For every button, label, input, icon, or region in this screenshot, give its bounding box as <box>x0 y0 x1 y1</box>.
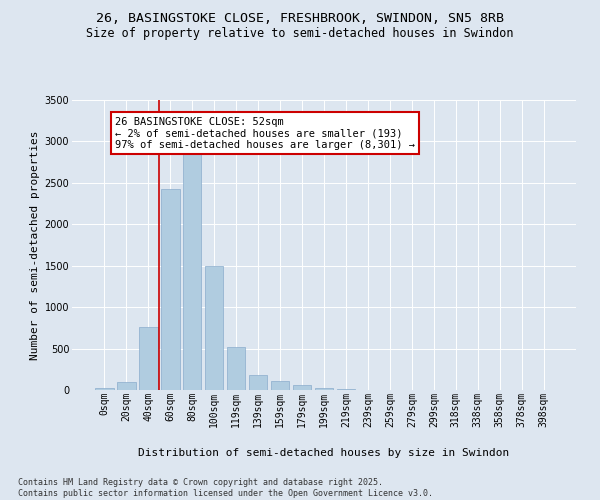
Bar <box>271 381 289 390</box>
Text: 26 BASINGSTOKE CLOSE: 52sqm
← 2% of semi-detached houses are smaller (193)
97% o: 26 BASINGSTOKE CLOSE: 52sqm ← 2% of semi… <box>115 116 415 150</box>
Bar <box>205 266 223 390</box>
Bar <box>249 374 268 390</box>
Y-axis label: Number of semi-detached properties: Number of semi-detached properties <box>31 130 40 360</box>
Bar <box>117 382 136 390</box>
Bar <box>95 388 113 390</box>
Text: 26, BASINGSTOKE CLOSE, FRESHBROOK, SWINDON, SN5 8RB: 26, BASINGSTOKE CLOSE, FRESHBROOK, SWIND… <box>96 12 504 26</box>
Bar <box>293 384 311 390</box>
Text: Distribution of semi-detached houses by size in Swindon: Distribution of semi-detached houses by … <box>139 448 509 458</box>
Bar <box>227 347 245 390</box>
Bar <box>183 118 202 390</box>
Bar <box>161 188 179 390</box>
Text: Size of property relative to semi-detached houses in Swindon: Size of property relative to semi-detach… <box>86 28 514 40</box>
Bar <box>314 388 334 390</box>
Text: Contains HM Land Registry data © Crown copyright and database right 2025.
Contai: Contains HM Land Registry data © Crown c… <box>18 478 433 498</box>
Bar <box>139 327 158 390</box>
Bar <box>337 389 355 390</box>
